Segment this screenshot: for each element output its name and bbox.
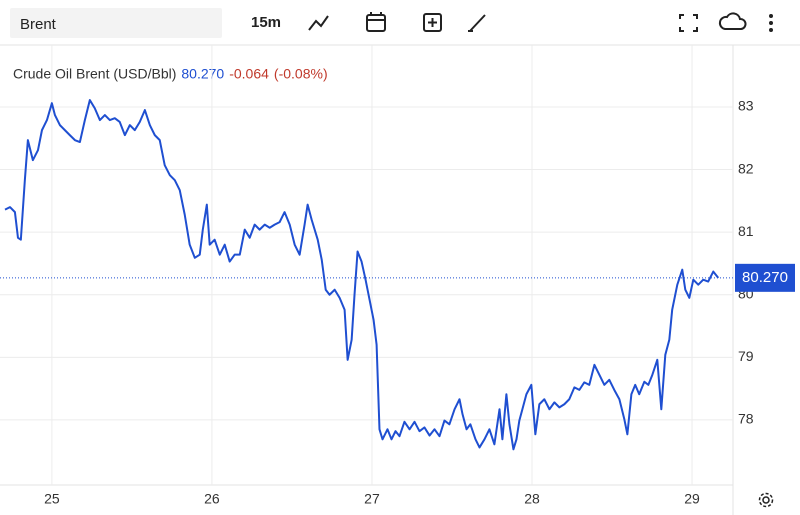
add-indicator-icon[interactable] [423,13,442,32]
fullscreen-icon[interactable] [679,14,698,32]
price-line [4,99,720,451]
legend-title: Crude Oil Brent (USD/Bbl) [13,66,176,82]
x-tick-label: 26 [204,491,220,507]
search-box[interactable] [10,8,222,38]
settings-icon[interactable] [758,492,774,508]
y-tick-label: 79 [738,348,754,364]
x-tick-label: 27 [364,491,380,507]
x-tick-label: 25 [44,491,60,507]
y-tick-label: 78 [738,411,754,427]
legend-price: 80.270 [181,66,224,82]
download-icon[interactable] [718,12,747,30]
calendar-icon[interactable] [366,12,386,32]
search-text: Brent [20,16,57,33]
legend-change: -0.064 [229,66,269,82]
x-tick-label: 29 [684,491,700,507]
interval-button[interactable]: 15m [251,14,281,31]
last-price-tag [735,263,795,292]
legend-change-pct: (-0.08%) [274,66,328,82]
y-tick-label: 81 [738,223,754,239]
x-tick-label: 28 [524,491,540,507]
menu-icon[interactable] [769,14,773,32]
draw-icon[interactable] [468,14,486,32]
chart-type-icon[interactable] [308,15,329,31]
last-price-tag-label: 80.270 [742,269,788,286]
y-tick-label: 82 [738,160,754,176]
y-tick-label: 83 [738,98,754,114]
